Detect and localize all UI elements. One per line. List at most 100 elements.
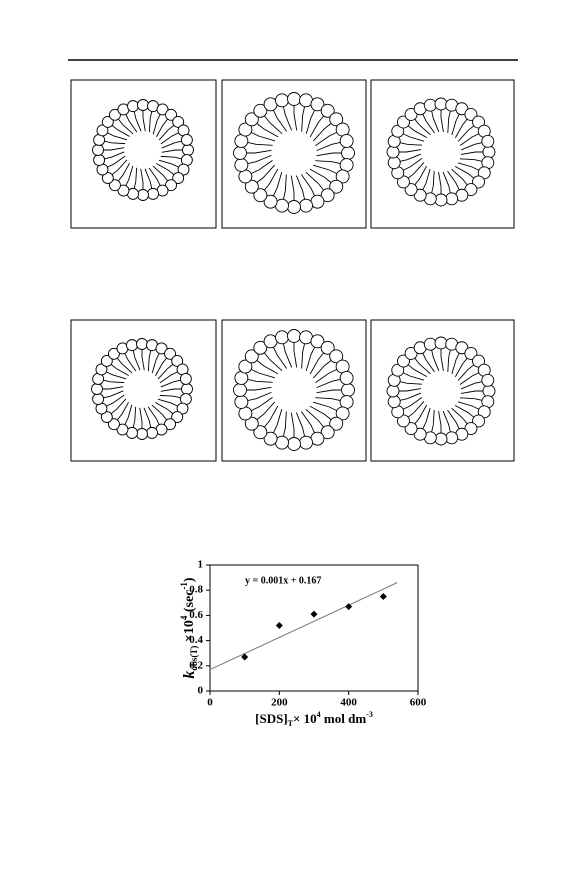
micelle-tail <box>312 164 337 175</box>
micelle-head <box>136 338 148 350</box>
micelle-head <box>423 337 437 351</box>
micelle-tail <box>309 115 324 138</box>
micelle-tail <box>282 411 287 437</box>
micelle-tail <box>312 401 337 412</box>
data-point <box>310 610 318 618</box>
micelle-head <box>253 188 268 203</box>
micelle-tail <box>148 167 161 186</box>
micelle-head <box>244 179 259 194</box>
micelle-head <box>233 383 247 397</box>
micelle-tail <box>152 114 161 135</box>
micelle-tail <box>407 364 428 378</box>
y-tick-label: 0.2 <box>189 659 203 671</box>
micelle-head <box>287 437 301 451</box>
micelle-tail <box>140 168 144 190</box>
micelle-head <box>386 145 400 159</box>
micelle-tail <box>414 357 431 375</box>
micelle-tail <box>147 406 160 425</box>
micelle-head <box>472 115 485 129</box>
x-label-part: 4 <box>317 710 321 719</box>
x-label-part: -3 <box>366 710 373 719</box>
micelle-head <box>404 422 418 435</box>
micelle-head <box>275 93 289 108</box>
micelle-head <box>455 102 469 116</box>
micelle-head <box>253 425 268 440</box>
micelle-tail <box>264 168 279 191</box>
micelle-head <box>434 97 448 111</box>
micelle-head <box>171 354 184 367</box>
micelle-tail <box>305 408 324 428</box>
micelle-head <box>182 144 194 156</box>
micelle-tail <box>312 123 332 142</box>
micelle-head <box>136 428 148 440</box>
micelle-head <box>310 334 325 349</box>
micelle-tail <box>414 165 428 186</box>
micelle-head <box>155 342 168 355</box>
micelle-head <box>100 411 113 424</box>
micelle-tail <box>447 110 451 134</box>
micelle-tail <box>315 397 341 402</box>
micelle-tail <box>422 352 435 373</box>
micelle-head <box>287 329 301 343</box>
micelle-tail <box>107 132 128 141</box>
micelle-tail <box>407 125 428 139</box>
micelle-tail <box>447 170 460 191</box>
micelle-head <box>147 187 159 200</box>
micelle-tail <box>133 111 142 132</box>
micelle-tail <box>117 402 129 421</box>
micelle-tail <box>438 410 442 433</box>
micelle-tail <box>104 140 126 145</box>
micelle-tail <box>141 349 145 371</box>
micelle-head <box>329 349 344 364</box>
micelle-tail <box>290 412 295 438</box>
micelle-tail <box>157 398 178 407</box>
micelle-head <box>299 435 313 450</box>
data-point <box>241 653 249 661</box>
micelle-head <box>320 188 335 203</box>
micelle-tail <box>402 397 423 410</box>
micelle-tail <box>133 167 138 189</box>
micelle-tail <box>156 118 168 137</box>
micelle-tail <box>459 372 480 385</box>
micelle-head <box>413 188 427 202</box>
micelle-head <box>181 383 193 395</box>
micelle-head <box>387 156 401 170</box>
micelle-tail <box>442 410 451 433</box>
micelle-tail <box>451 352 460 375</box>
micelle-tail <box>117 357 133 374</box>
micelle-tail <box>247 154 272 165</box>
data-point <box>379 593 387 600</box>
micelle-tail <box>151 404 167 421</box>
micelle-tail <box>305 110 316 135</box>
micelle-head <box>180 134 193 146</box>
micelle-tail <box>272 347 288 369</box>
micelle-head <box>472 175 485 189</box>
micelle-tail <box>399 392 422 401</box>
micelle-head <box>93 154 106 166</box>
x-tick-label: 400 <box>340 697 357 709</box>
micelle-head <box>275 330 289 345</box>
micelle-tail <box>431 170 435 194</box>
micelle-tail <box>246 386 272 391</box>
micelle-head <box>107 347 120 360</box>
y-tick-label: 1 <box>198 559 204 571</box>
plot-area <box>209 564 419 692</box>
micelle-head <box>244 349 259 364</box>
micelle-tail <box>251 368 276 379</box>
trendline <box>209 582 398 671</box>
micelle-head <box>171 411 184 424</box>
micelle-tail <box>460 390 483 394</box>
y-label-part: (sec <box>182 590 197 616</box>
micelle-head <box>481 373 495 387</box>
micelle-tail <box>407 401 425 418</box>
micelle-tail <box>104 151 125 160</box>
micelle-head <box>404 108 418 121</box>
micelle-head <box>481 134 495 148</box>
micelle-head <box>287 200 301 214</box>
x-label-part: × 10 <box>293 711 317 726</box>
micelle-head <box>397 175 410 189</box>
data-point <box>275 621 283 629</box>
micelle-tail <box>247 141 273 146</box>
micelle-head <box>172 115 185 128</box>
